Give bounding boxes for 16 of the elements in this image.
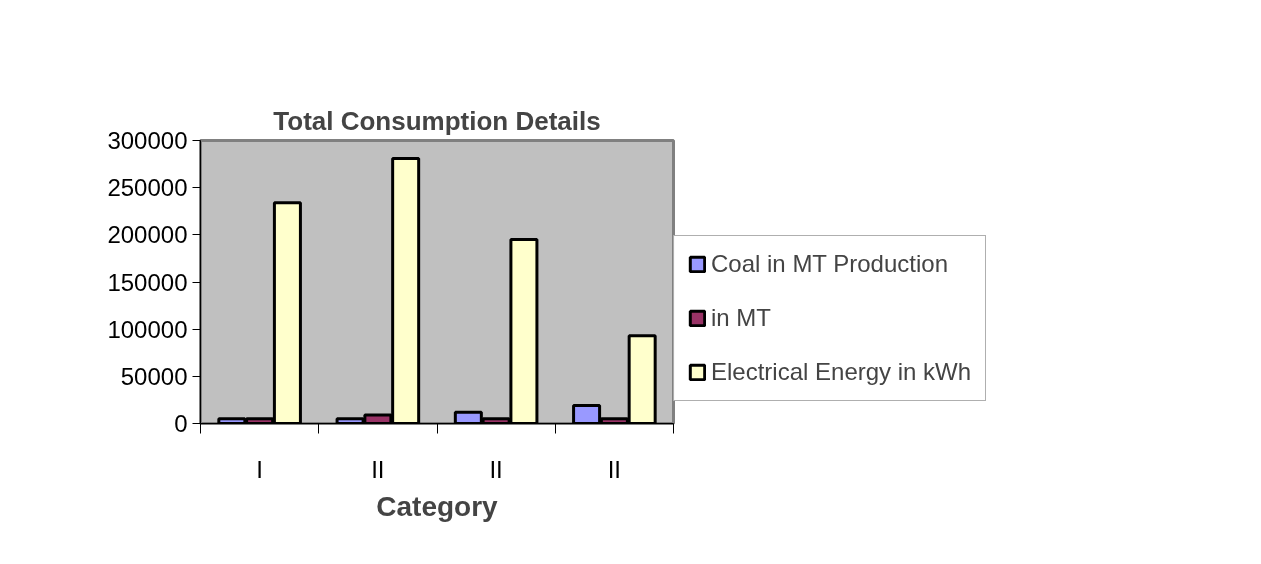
x-tick-label: I xyxy=(256,455,263,483)
chart-title: Total Consumption Details xyxy=(273,105,601,136)
legend-label: Coal in MT Production xyxy=(711,250,948,278)
legend-label: Electrical Energy in kWh xyxy=(711,358,972,386)
y-tick-label: 200000 xyxy=(107,221,188,249)
x-axis-title: Category xyxy=(376,490,499,522)
y-tick-label: 0 xyxy=(174,410,188,437)
y-tick-label: 100000 xyxy=(107,315,188,343)
y-tick-label: 150000 xyxy=(107,268,188,296)
y-tick-label: 250000 xyxy=(107,174,188,202)
x-tick-label: II xyxy=(607,455,622,483)
x-tick-label: II xyxy=(371,455,385,483)
y-tick-label: 300000 xyxy=(107,127,188,154)
x-tick-label: II xyxy=(489,455,503,483)
legend-label: in MT xyxy=(711,304,771,332)
y-tick-label: 50000 xyxy=(120,362,188,390)
